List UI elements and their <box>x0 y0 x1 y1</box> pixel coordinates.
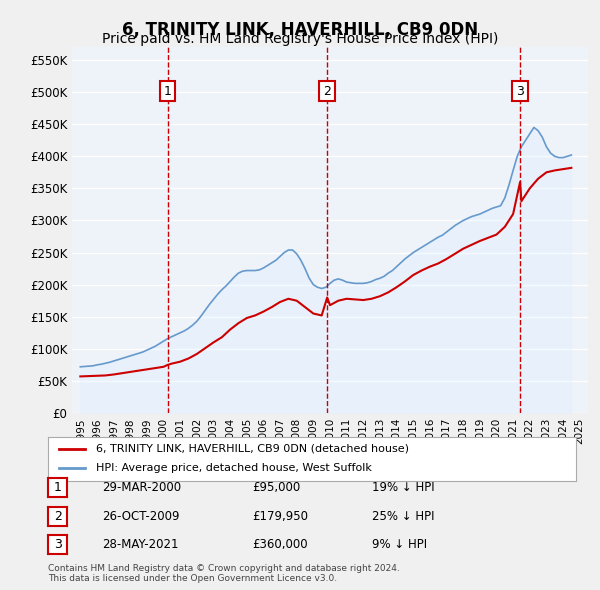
Text: £179,950: £179,950 <box>252 510 308 523</box>
Text: 6, TRINITY LINK, HAVERHILL, CB9 0DN (detached house): 6, TRINITY LINK, HAVERHILL, CB9 0DN (det… <box>95 444 409 454</box>
Text: 26-OCT-2009: 26-OCT-2009 <box>102 510 179 523</box>
Text: HPI: Average price, detached house, West Suffolk: HPI: Average price, detached house, West… <box>95 464 371 473</box>
Text: 6, TRINITY LINK, HAVERHILL, CB9 0DN: 6, TRINITY LINK, HAVERHILL, CB9 0DN <box>122 21 478 39</box>
Text: 3: 3 <box>53 538 62 551</box>
Text: 1: 1 <box>53 481 62 494</box>
Text: 1: 1 <box>164 84 172 97</box>
Text: 19% ↓ HPI: 19% ↓ HPI <box>372 481 434 494</box>
Text: Contains HM Land Registry data © Crown copyright and database right 2024.
This d: Contains HM Land Registry data © Crown c… <box>48 563 400 583</box>
Text: 2: 2 <box>53 510 62 523</box>
Text: 3: 3 <box>516 84 524 97</box>
Text: £95,000: £95,000 <box>252 481 300 494</box>
Text: 28-MAY-2021: 28-MAY-2021 <box>102 538 179 551</box>
Text: £360,000: £360,000 <box>252 538 308 551</box>
Text: 29-MAR-2000: 29-MAR-2000 <box>102 481 181 494</box>
Text: Price paid vs. HM Land Registry's House Price Index (HPI): Price paid vs. HM Land Registry's House … <box>102 32 498 47</box>
Text: 25% ↓ HPI: 25% ↓ HPI <box>372 510 434 523</box>
Text: 2: 2 <box>323 84 331 97</box>
Text: 9% ↓ HPI: 9% ↓ HPI <box>372 538 427 551</box>
